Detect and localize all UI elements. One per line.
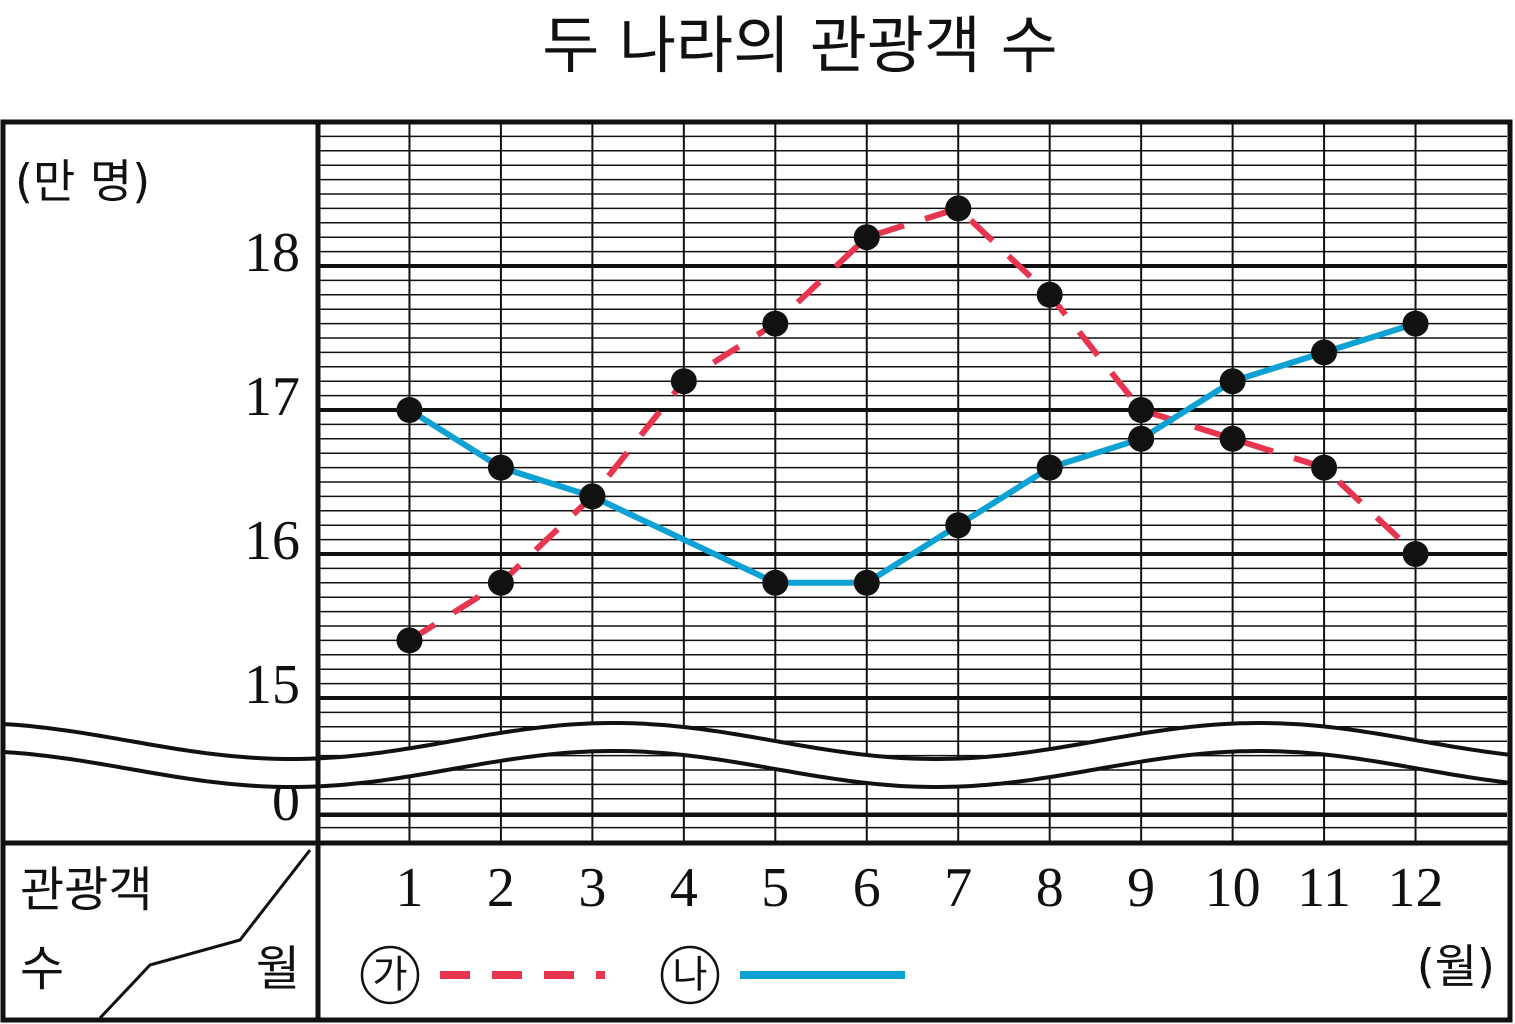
marks [396, 195, 1429, 654]
frame [0, 119, 1513, 1023]
y-unit: (만 명) [15, 155, 150, 209]
data-point [396, 397, 423, 423]
data-point [487, 569, 514, 596]
data-point [1311, 454, 1338, 481]
x-tick-label: 10 [1205, 857, 1261, 919]
legend-label: 가 [373, 953, 408, 997]
legend-badge [360, 945, 420, 1005]
x-tick-label: 4 [670, 857, 698, 919]
corner-label: 관광객 [20, 862, 152, 918]
axis-break [3, 723, 1509, 787]
x-unit: (월) [1417, 940, 1495, 994]
data-point [1402, 310, 1429, 337]
legend-badge [660, 945, 720, 1005]
chart-title: 두 나라의 관광객 수 [542, 9, 1057, 82]
data-point [1219, 368, 1246, 395]
data-point [396, 627, 423, 654]
y-tick-label: 18 [244, 222, 300, 284]
x-tick-label: 11 [1297, 857, 1351, 919]
data-point [1128, 425, 1155, 452]
x-tick-label: 6 [853, 857, 881, 919]
legend-label: 나 [673, 953, 708, 997]
data-point [1402, 541, 1429, 567]
corner-label: 수 [20, 941, 64, 997]
y-tick-label: 15 [244, 654, 300, 716]
data-point [487, 454, 514, 481]
x-tick-label: 5 [761, 857, 789, 919]
y-tick-label: 16 [244, 510, 300, 572]
corner-x-label: 월 [256, 941, 300, 997]
data-point [853, 569, 880, 596]
data-point [1219, 425, 1246, 452]
data-point [945, 195, 972, 222]
axis-break-line [2, 749, 1510, 789]
axis-break-line [2, 721, 1510, 761]
data-point [762, 569, 789, 596]
data-point [1036, 281, 1063, 308]
data-point [1311, 339, 1338, 366]
x-tick-label: 8 [1036, 857, 1064, 919]
data-point [670, 368, 697, 395]
series-line [407, 205, 1418, 643]
corner-diagonal [98, 849, 312, 1020]
x-tick-label: 12 [1388, 857, 1444, 919]
data-point [762, 310, 789, 337]
x-tick-label: 2 [487, 857, 515, 919]
x-tick-label: 7 [944, 857, 972, 919]
x-tick-label: 9 [1127, 857, 1155, 919]
data-point [945, 512, 972, 539]
data-point [1128, 397, 1155, 423]
y-tick-label: 17 [244, 366, 300, 428]
data-point [853, 224, 880, 251]
data-point [1036, 454, 1063, 481]
x-tick-label: 3 [578, 857, 606, 919]
data-point [579, 483, 606, 510]
x-tick-label: 1 [395, 857, 423, 919]
